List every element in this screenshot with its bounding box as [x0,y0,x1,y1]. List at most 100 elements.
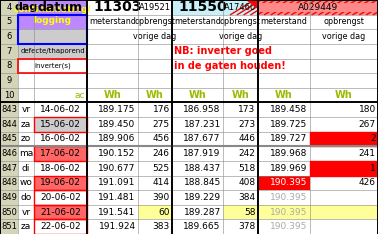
Bar [0,0,18,15]
Bar [310,190,378,205]
Bar [0,176,18,190]
Bar [258,0,378,15]
Text: 378: 378 [238,222,256,231]
Bar [138,117,172,132]
Bar [0,161,18,176]
Bar [310,161,378,176]
Text: 849: 849 [1,193,17,202]
Bar [172,132,223,146]
Text: 191.091: 191.091 [98,178,136,187]
Bar [0,117,18,132]
Bar [34,117,87,132]
Text: za: za [21,120,31,129]
Bar [34,161,87,176]
Bar [34,219,87,234]
Bar [138,102,172,117]
Bar [34,205,87,219]
Bar [87,219,138,234]
Text: 21-06-02: 21-06-02 [40,208,81,216]
Text: 189.969: 189.969 [270,164,308,173]
Text: 518: 518 [238,164,256,173]
Text: 390: 390 [152,193,170,202]
Bar [18,0,87,29]
Bar [138,205,172,219]
Bar [0,88,18,102]
Text: continumeting/: continumeting/ [14,5,91,14]
Text: vr: vr [22,208,31,216]
Text: 58: 58 [244,208,256,216]
Text: datum: datum [38,1,83,14]
Text: 189.175: 189.175 [98,105,136,114]
Text: 275: 275 [153,120,170,129]
Text: Wh: Wh [104,90,121,100]
Polygon shape [246,0,258,9]
Text: 189.968: 189.968 [270,149,308,158]
Text: 14-06-02: 14-06-02 [40,105,81,114]
Text: 189.450: 189.450 [98,120,136,129]
Text: 186.958: 186.958 [183,105,221,114]
Text: 5: 5 [6,18,12,26]
Text: 383: 383 [152,222,170,231]
Bar [18,117,34,132]
Bar [0,73,18,88]
Text: 188.437: 188.437 [183,164,221,173]
Text: Wh: Wh [275,90,293,100]
Bar [34,176,87,190]
Bar [0,102,18,117]
Bar [258,219,310,234]
Bar [0,146,18,161]
Text: dag: dag [14,2,38,12]
Text: 8: 8 [6,61,12,70]
Bar [0,58,18,73]
Bar [172,161,223,176]
Bar [138,161,172,176]
Bar [18,190,34,205]
Text: 190.677: 190.677 [98,164,136,173]
Bar [18,205,34,219]
Bar [258,132,310,146]
Text: 1: 1 [370,164,376,173]
Text: 851: 851 [1,222,17,231]
Text: Wh: Wh [232,90,249,100]
Text: 446: 446 [239,135,256,143]
Text: 180: 180 [358,105,376,114]
Bar [34,205,87,219]
Bar [223,117,258,132]
Text: 191.924: 191.924 [99,222,136,231]
Text: vorige dag: vorige dag [322,32,366,41]
Bar [87,117,138,132]
Text: 426: 426 [359,178,376,187]
Text: 10: 10 [4,91,14,99]
Bar [138,146,172,161]
Text: vorige dag: vorige dag [219,32,262,41]
Text: 847: 847 [1,164,17,173]
Text: inverter(s): inverter(s) [34,62,71,69]
Text: 190.395: 190.395 [270,193,308,202]
Bar [18,132,34,146]
Text: logging: logging [34,16,71,25]
Bar [18,15,87,44]
Bar [18,102,34,117]
Bar [18,176,34,190]
Text: 11303: 11303 [93,0,141,14]
Text: 15-06-02: 15-06-02 [40,120,81,129]
Text: 187.677: 187.677 [183,135,221,143]
Bar [34,146,87,161]
Text: A19521: A19521 [138,3,170,12]
Text: 187.231: 187.231 [183,120,221,129]
Bar [223,102,258,117]
Bar [0,44,18,58]
Bar [223,219,258,234]
Text: 189.287: 189.287 [183,208,221,216]
Text: 18-06-02: 18-06-02 [40,164,81,173]
Text: 191.541: 191.541 [98,208,136,216]
Bar [0,29,18,44]
Bar [258,0,378,15]
Text: Wh: Wh [146,90,164,100]
Text: 189.229: 189.229 [184,193,221,202]
Bar [87,102,138,117]
Bar [18,29,87,58]
Bar [172,176,223,190]
Text: 22-06-02: 22-06-02 [40,222,81,231]
Bar [172,219,223,234]
